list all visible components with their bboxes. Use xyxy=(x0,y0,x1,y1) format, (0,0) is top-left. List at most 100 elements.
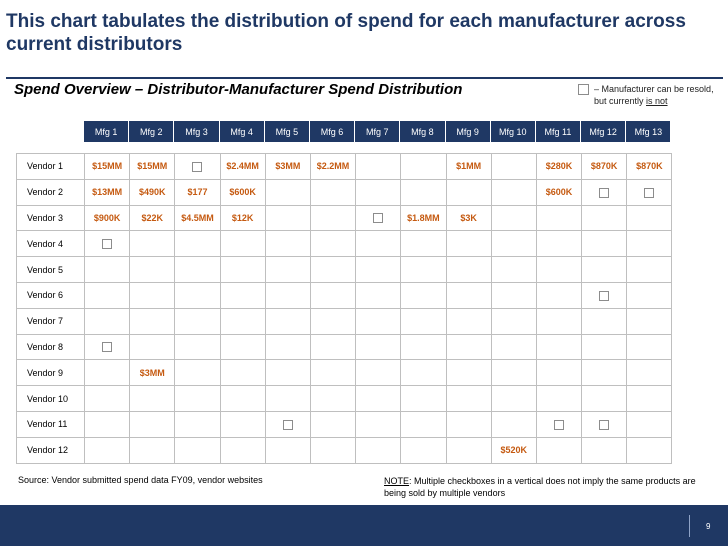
checkbox-icon xyxy=(599,187,610,198)
table-cell xyxy=(581,307,628,335)
checkbox-icon xyxy=(102,342,113,353)
table-cell xyxy=(581,256,628,283)
table-cell xyxy=(400,410,447,438)
table-cell: $12K xyxy=(219,204,266,232)
table-row: Vendor 4 xyxy=(16,230,673,258)
table-cell xyxy=(581,410,628,438)
table-cell xyxy=(174,385,221,412)
table-cell xyxy=(581,333,628,361)
checkbox-icon xyxy=(282,419,293,430)
table-cell xyxy=(400,436,447,464)
table-cell xyxy=(355,204,402,232)
table-cell xyxy=(355,178,402,206)
table-cell xyxy=(174,333,221,361)
spend-value: $3K xyxy=(460,212,477,223)
spend-value: $280K xyxy=(545,161,573,172)
spend-value: $870K xyxy=(590,161,618,172)
table-cell xyxy=(219,230,266,258)
manufacturer-header: Mfg 11 xyxy=(535,121,582,142)
table-cell xyxy=(309,436,357,464)
table-cell xyxy=(535,281,583,309)
chart-subtitle: Spend Overview – Distributor-Manufacture… xyxy=(14,81,463,98)
table-cell xyxy=(309,333,357,361)
checkbox-icon xyxy=(373,213,384,224)
spend-value: $13MM xyxy=(92,187,123,198)
table-cell xyxy=(400,153,447,180)
spend-value: $1.8MM xyxy=(407,212,440,223)
table-cell: $870K xyxy=(626,153,673,180)
spend-value: $12K xyxy=(231,212,254,223)
table-cell xyxy=(174,281,221,309)
table-row: Vendor 2 $13MM $490K $177 $600K $600K xyxy=(16,178,673,206)
spend-value: $600K xyxy=(229,187,256,198)
table-cell xyxy=(264,204,311,232)
table-row: Vendor 10 xyxy=(16,385,673,412)
table-cell xyxy=(535,333,583,361)
spend-value: $2.4MM xyxy=(226,161,259,172)
table-cell xyxy=(535,307,583,335)
vendor-label: Vendor 7 xyxy=(16,307,85,335)
table-cell xyxy=(83,307,131,335)
table-cell xyxy=(174,410,221,438)
spend-value: $490K xyxy=(139,187,166,198)
spend-value: $1MM xyxy=(456,161,482,172)
vendor-label: Vendor 12 xyxy=(16,436,85,464)
legend-text-underlined: is not xyxy=(646,96,668,106)
table-cell: $490K xyxy=(129,178,176,206)
checkbox-icon xyxy=(644,187,655,198)
vendor-label: Vendor 3 xyxy=(16,204,85,232)
table-cell xyxy=(174,230,221,258)
table-cell xyxy=(400,333,447,361)
table-cell xyxy=(355,385,402,412)
table-cell xyxy=(174,307,221,335)
subtitle-divider xyxy=(6,77,723,105)
manufacturer-header: Mfg 7 xyxy=(355,121,401,142)
table-cell xyxy=(83,281,131,309)
manufacturer-header: Mfg 13 xyxy=(626,121,672,142)
table-cell xyxy=(445,410,492,438)
table-cell: $13MM xyxy=(83,178,131,206)
table-row: Vendor 11 xyxy=(16,410,673,438)
table-cell xyxy=(581,436,628,464)
manufacturer-header: Mfg 4 xyxy=(219,121,265,142)
manufacturer-header: Mfg 12 xyxy=(581,121,627,142)
table-cell xyxy=(309,359,357,387)
table-cell xyxy=(309,204,357,232)
table-cell xyxy=(445,333,492,361)
table-cell xyxy=(83,436,131,464)
table-cell xyxy=(129,230,176,258)
spend-value: $520K xyxy=(500,445,528,456)
table-cell xyxy=(83,359,131,387)
table-cell xyxy=(445,307,492,335)
table-cell xyxy=(83,230,131,258)
spend-value: $4.5MM xyxy=(181,212,214,223)
table-cell xyxy=(445,256,492,283)
table-cell: $870K xyxy=(581,153,628,180)
table-cell xyxy=(129,281,176,309)
table-cell xyxy=(129,436,176,464)
table-cell: $600K xyxy=(535,178,583,206)
table-cell: $900K xyxy=(83,204,131,232)
table-cell xyxy=(581,204,628,232)
table-cell xyxy=(581,359,628,387)
vendor-label: Vendor 8 xyxy=(16,333,85,361)
table-cell xyxy=(490,281,537,309)
table-cell xyxy=(219,307,266,335)
table-cell xyxy=(581,385,628,412)
table-cell xyxy=(219,333,266,361)
table-row: Vendor 7 xyxy=(16,307,673,335)
table-cell xyxy=(445,230,492,258)
checkbox-icon xyxy=(553,419,564,430)
vendor-label: Vendor 10 xyxy=(16,385,85,412)
table-cell: $15MM xyxy=(83,153,131,180)
table-cell xyxy=(490,256,537,283)
table-cell xyxy=(174,436,221,464)
vendor-label: Vendor 11 xyxy=(16,410,85,438)
table-cell xyxy=(309,385,357,412)
table-cell: $3K xyxy=(445,204,492,232)
table-cell xyxy=(309,410,357,438)
table-cell: $15MM xyxy=(129,153,176,180)
table-cell xyxy=(490,385,537,412)
table-cell xyxy=(309,256,357,283)
manufacturer-header: Mfg 6 xyxy=(309,121,356,142)
